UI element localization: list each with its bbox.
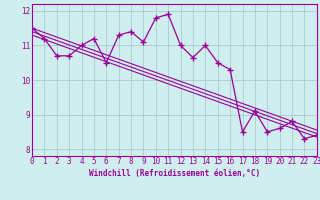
X-axis label: Windchill (Refroidissement éolien,°C): Windchill (Refroidissement éolien,°C)	[89, 169, 260, 178]
